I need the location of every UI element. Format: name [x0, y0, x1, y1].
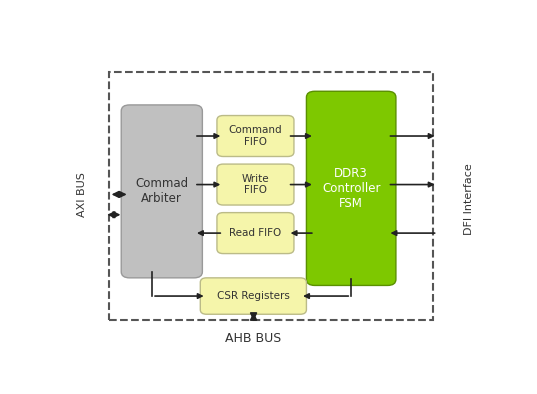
FancyBboxPatch shape: [307, 91, 396, 285]
FancyBboxPatch shape: [200, 278, 307, 314]
Text: DFI Interface: DFI Interface: [464, 163, 474, 235]
Text: Read FIFO: Read FIFO: [229, 228, 281, 238]
Text: Commad
Arbiter: Commad Arbiter: [135, 177, 188, 205]
Text: AXI BUS: AXI BUS: [77, 172, 86, 217]
Text: Write
FIFO: Write FIFO: [242, 174, 269, 195]
FancyBboxPatch shape: [121, 105, 202, 278]
Text: AHB BUS: AHB BUS: [226, 332, 282, 345]
Text: DDR3
Controller
FSM: DDR3 Controller FSM: [322, 167, 380, 210]
Text: Command
FIFO: Command FIFO: [229, 125, 282, 147]
Text: CSR Registers: CSR Registers: [217, 291, 290, 301]
FancyBboxPatch shape: [217, 164, 294, 205]
FancyBboxPatch shape: [217, 115, 294, 156]
FancyBboxPatch shape: [217, 213, 294, 254]
